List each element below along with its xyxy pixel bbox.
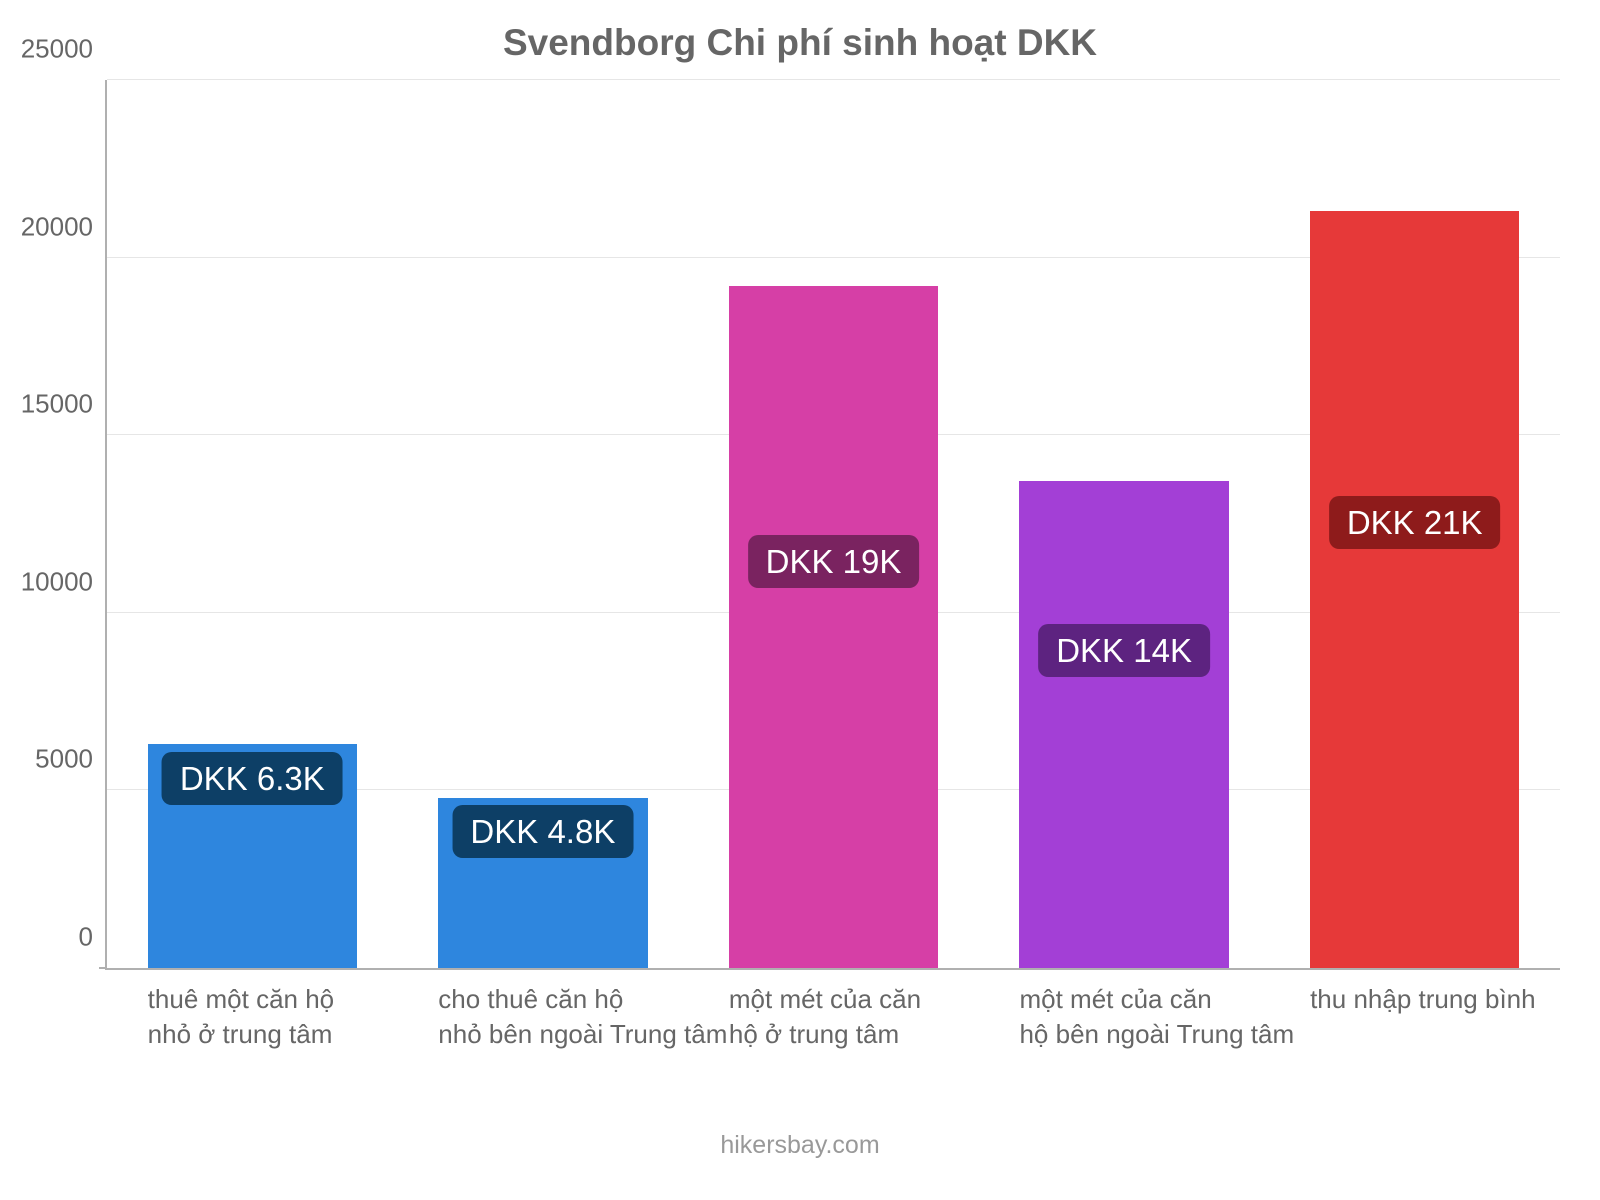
ytick-label: 0 <box>79 922 107 953</box>
ytick-label: 10000 <box>21 566 107 597</box>
xtick-label: thuê một căn hộnhỏ ở trung tâm <box>148 968 453 1052</box>
chart-title: Svendborg Chi phí sinh hoạt DKK <box>0 22 1600 64</box>
value-badge: DKK 4.8K <box>452 805 633 858</box>
xtick-label: một mét của cănhộ ở trung tâm <box>729 968 1034 1052</box>
xtick-label-line: hộ ở trung tâm <box>729 1017 1034 1052</box>
chart-container: Svendborg Chi phí sinh hoạt DKK 05000100… <box>0 0 1600 1200</box>
xtick-label-line: một mét của căn <box>729 982 1034 1017</box>
xtick-label: thu nhập trung bình <box>1310 968 1600 1017</box>
value-badge: DKK 6.3K <box>162 752 343 805</box>
bar <box>729 286 938 968</box>
ytick-label: 20000 <box>21 211 107 242</box>
xtick-label-line: nhỏ ở trung tâm <box>148 1017 453 1052</box>
gridline <box>107 79 1560 80</box>
value-badge: DKK 19K <box>748 535 920 588</box>
y-axis-origin-tick <box>99 967 107 969</box>
xtick-label-line: thu nhập trung bình <box>1310 982 1600 1017</box>
xtick-label: một mét của cănhộ bên ngoài Trung tâm <box>1019 968 1324 1052</box>
xtick-label-line: hộ bên ngoài Trung tâm <box>1019 1017 1324 1052</box>
value-badge: DKK 14K <box>1038 624 1210 677</box>
ytick-label: 5000 <box>35 744 107 775</box>
ytick-label: 15000 <box>21 389 107 420</box>
chart-footer: hikersbay.com <box>0 1131 1600 1160</box>
xtick-label-line: thuê một căn hộ <box>148 982 453 1017</box>
bar <box>1310 211 1519 968</box>
bar <box>1019 481 1228 968</box>
xtick-label: cho thuê căn hộnhỏ bên ngoài Trung tâm <box>438 968 743 1052</box>
xtick-label-line: cho thuê căn hộ <box>438 982 743 1017</box>
xtick-label-line: một mét của căn <box>1019 982 1324 1017</box>
value-badge: DKK 21K <box>1329 496 1501 549</box>
ytick-label: 25000 <box>21 34 107 65</box>
xtick-label-line: nhỏ bên ngoài Trung tâm <box>438 1017 743 1052</box>
plot-area: 0500010000150002000025000DKK 6.3Kthuê mộ… <box>105 80 1560 970</box>
